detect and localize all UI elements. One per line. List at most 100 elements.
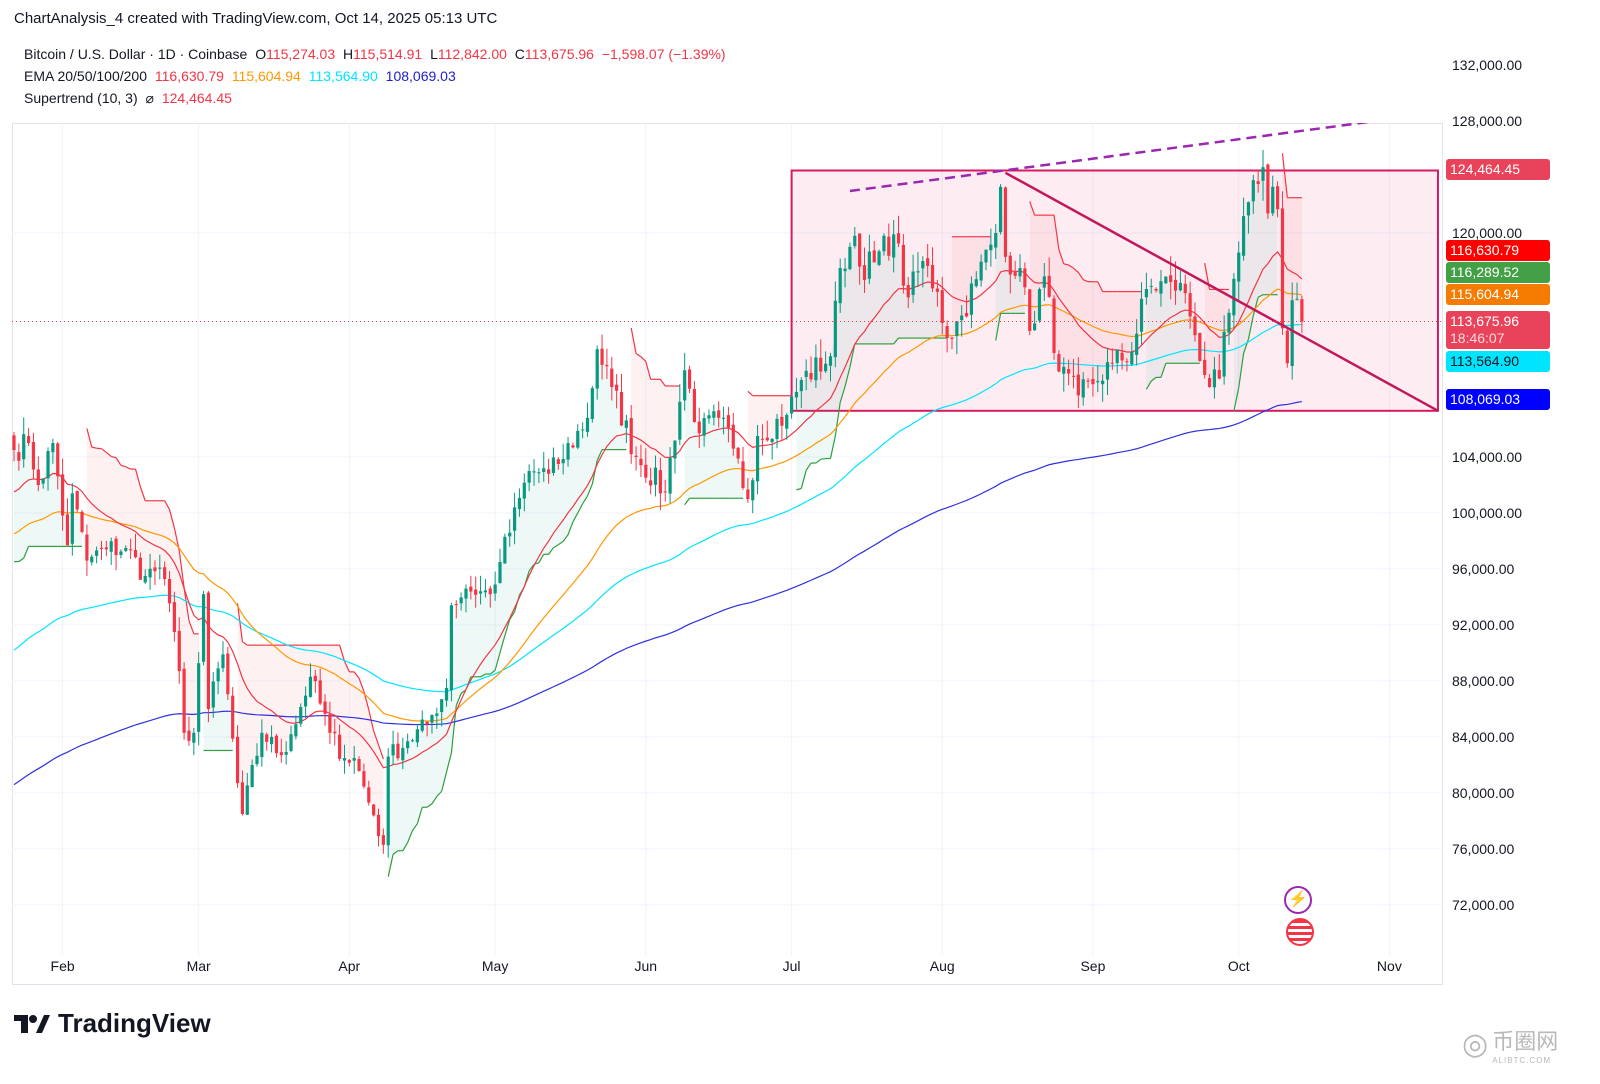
candle-body (508, 532, 512, 537)
candle-body (765, 437, 769, 441)
candle-body (410, 740, 415, 742)
supertrend-fill (1049, 215, 1055, 326)
supertrend-fill (1063, 263, 1069, 372)
supertrend-down-segment (747, 390, 754, 397)
candle-body (51, 443, 55, 453)
price-tick-label: 88,000.00 (1452, 673, 1515, 689)
candle-body (1018, 268, 1022, 277)
supertrend-fill (38, 477, 44, 547)
supertrend-fill (811, 368, 816, 464)
chart-pane[interactable] (12, 123, 1443, 985)
supertrend-up-segment (387, 854, 394, 877)
price-change: −1,598.07 (−1.39%) (601, 46, 726, 62)
supertrend-label[interactable]: Supertrend (10, 3) (24, 90, 138, 106)
candle-body (1183, 283, 1187, 294)
supertrend-down-segment (236, 603, 244, 642)
supertrend-down-segment (168, 509, 175, 528)
supertrend-down-segment (645, 361, 652, 380)
supertrend-fill (1122, 291, 1127, 362)
supertrend-down-segment (353, 671, 360, 679)
supertrend-fill (120, 465, 126, 554)
supertrend-fill (602, 356, 607, 450)
tradingview-logo-icon (14, 1014, 50, 1033)
candle-body (887, 236, 891, 256)
supertrend-up-segment (402, 842, 409, 852)
candle-body (1178, 282, 1182, 291)
us-flag-event-icon[interactable] (1286, 918, 1314, 946)
candle-body (741, 461, 745, 488)
candle-body (600, 348, 604, 365)
supertrend-down-segment (188, 620, 195, 635)
supertrend-fill (470, 589, 476, 677)
candle-body (440, 699, 444, 713)
supertrend-down-segment (339, 644, 346, 662)
candle-body (75, 491, 79, 510)
candle-body (65, 514, 70, 546)
supertrend-up-segment (509, 611, 516, 620)
candle-body (770, 438, 774, 443)
supertrend-fill (276, 645, 282, 754)
time-tick-label: Sep (1080, 958, 1106, 974)
candle-body (464, 588, 468, 599)
supertrend-down-segment (91, 446, 97, 449)
candle-body (1212, 369, 1217, 388)
candle-body (318, 680, 322, 704)
candle-body (114, 538, 118, 556)
supertrend-up-segment (796, 487, 802, 491)
candle-body (658, 470, 662, 494)
supertrend-fill (845, 257, 850, 387)
candle-body (294, 724, 298, 737)
candle-body (22, 434, 26, 460)
supertrend-fill (1112, 291, 1118, 363)
time-tick-label: Feb (50, 958, 75, 974)
supertrend-down-segment (640, 356, 647, 362)
time-tick-label: Oct (1227, 958, 1250, 974)
supertrend-fill (393, 749, 398, 855)
candle-body (1237, 252, 1241, 282)
candle-body (435, 713, 439, 716)
candle-body (206, 592, 210, 709)
symbol-name[interactable]: Bitcoin / U.S. Dollar · 1D · Coinbase (24, 46, 248, 62)
candle-body (31, 442, 36, 470)
tradingview-logo[interactable]: TradingView (14, 1008, 211, 1039)
supertrend-up-segment (834, 402, 841, 436)
supertrend-fill (961, 236, 967, 318)
supertrend-up-segment (1145, 380, 1152, 390)
candle-body (605, 364, 609, 367)
supertrend-fill (1170, 278, 1176, 364)
supertrend-up-segment (567, 521, 574, 535)
ema50-line (13, 288, 1303, 722)
candle-body (1130, 352, 1134, 365)
range-box (790, 169, 1439, 412)
supertrend-up-segment (548, 547, 554, 555)
candle-body (1135, 333, 1139, 355)
candle-body (1300, 299, 1304, 322)
supertrend-value: 124,464.45 (161, 90, 232, 106)
candle-body (17, 452, 21, 461)
supertrend-fill (543, 470, 549, 555)
supertrend-fill (660, 379, 666, 492)
candle-body (906, 284, 910, 298)
supertrend-up-segment (815, 458, 822, 464)
ema-label[interactable]: EMA 20/50/100/200 (24, 68, 147, 84)
candle-body (1071, 375, 1076, 377)
supertrend-down-segment (86, 428, 93, 448)
time-tick-label: Apr (338, 958, 361, 974)
candle-body (1271, 186, 1275, 214)
supertrend-up-segment (1247, 315, 1254, 340)
candle-body (1154, 288, 1158, 291)
lightning-icon[interactable]: ⚡ (1284, 886, 1312, 914)
candle-body (41, 478, 45, 484)
supertrend-up-segment (528, 563, 535, 572)
candle-body (1164, 276, 1168, 284)
supertrend-fill (937, 290, 943, 339)
candle-body (197, 663, 201, 732)
price-label: 108,069.03 (1446, 389, 1550, 411)
candle-body (415, 729, 419, 743)
supertrend-down-segment (134, 468, 141, 487)
supertrend-down-segment (105, 451, 112, 457)
candle-body (36, 469, 40, 485)
price-tick-label: 132,000.00 (1452, 57, 1523, 73)
supertrend-up-segment (1150, 376, 1157, 382)
